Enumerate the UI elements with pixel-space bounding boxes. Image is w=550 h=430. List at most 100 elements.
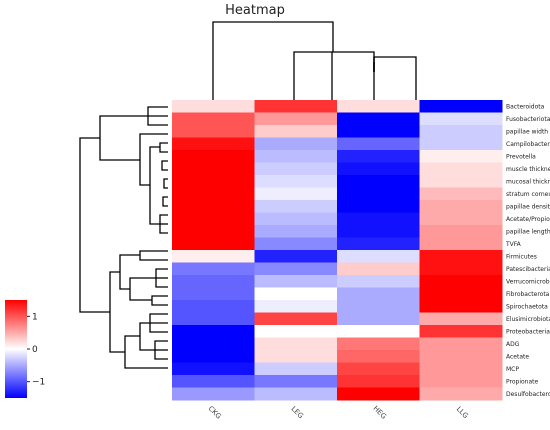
heatmap-cell xyxy=(419,312,503,326)
heatmap-cell xyxy=(419,100,503,113)
heatmap-cell xyxy=(172,112,255,126)
heatmap-cell xyxy=(172,375,255,388)
heatmap-cell xyxy=(254,262,338,276)
heatmap-cell xyxy=(254,100,338,113)
heatmap-cell xyxy=(419,337,503,351)
heatmap-cell xyxy=(419,362,503,376)
column-labels: CKG LEG HEG LLG xyxy=(207,404,470,420)
heatmap-cell xyxy=(419,287,503,301)
heatmap-cell xyxy=(254,312,338,326)
heatmap-cell xyxy=(172,200,255,213)
heatmap-cell xyxy=(254,212,338,226)
row-label: Fusobacteriota xyxy=(506,116,550,123)
heatmap-cell xyxy=(419,112,503,126)
row-label: papillae width xyxy=(506,128,548,135)
heatmap-cell xyxy=(254,200,338,213)
heatmap-cell xyxy=(172,175,255,188)
colorbar-tick-label: 0 xyxy=(32,345,38,355)
heatmap-cell xyxy=(254,287,338,301)
heatmap-cell xyxy=(254,362,338,376)
heatmap-cell xyxy=(172,225,255,238)
heatmap-cell xyxy=(254,187,338,201)
heatmap-cell xyxy=(254,250,338,263)
heatmap-cell xyxy=(254,137,338,151)
heatmap-cell xyxy=(254,175,338,188)
row-label: mucosal thickness xyxy=(506,178,550,185)
heatmap-cell xyxy=(172,275,255,288)
heatmap-cell xyxy=(254,337,338,351)
row-label: Firmicutes xyxy=(506,253,537,260)
heatmap-cell xyxy=(337,187,420,201)
heatmap-cell xyxy=(172,312,255,326)
row-label: Elusimicrobiota xyxy=(506,316,550,323)
heatmap-cell xyxy=(254,112,338,126)
row-label: ADG xyxy=(506,341,520,348)
heatmap-cell xyxy=(337,100,420,113)
heatmap-cell xyxy=(172,337,255,351)
heatmap-cell xyxy=(419,262,503,276)
heatmap-cell xyxy=(337,287,420,301)
heatmap-cell xyxy=(172,100,255,113)
colorbar xyxy=(5,300,27,398)
row-label: papillae density xyxy=(506,203,550,210)
heatmap-cell xyxy=(172,387,255,401)
column-label: LLG xyxy=(455,405,470,420)
heatmap-cell xyxy=(419,162,503,176)
heatmap-cell xyxy=(337,212,420,226)
row-label: Fibrobacterota xyxy=(506,291,550,298)
heatmap-cell xyxy=(337,225,420,238)
heatmap-cell xyxy=(337,350,420,363)
heatmap-cell xyxy=(337,375,420,388)
heatmap-cell xyxy=(172,212,255,226)
row-label: muscle thickness xyxy=(506,166,550,173)
heatmap-cell xyxy=(172,150,255,163)
heatmap-cell xyxy=(254,300,338,313)
row-dendrogram xyxy=(79,106,168,369)
heatmap-cell xyxy=(172,237,255,251)
heatmap-cell xyxy=(419,187,503,201)
heatmap-cell xyxy=(254,125,338,138)
heatmap-cell xyxy=(419,350,503,363)
column-label: CKG xyxy=(207,404,223,420)
row-label: papillae length xyxy=(506,228,550,235)
heatmap-cell xyxy=(337,125,420,138)
heatmap-cell xyxy=(419,212,503,226)
heatmap-cell xyxy=(254,387,338,401)
row-label: stratum corneum xyxy=(506,191,550,198)
heatmap-cell xyxy=(254,275,338,288)
heatmap-cell xyxy=(337,200,420,213)
heatmap-cell xyxy=(419,325,503,338)
colorbar-ticks: −1 0 1 xyxy=(27,312,45,388)
heatmap-cell xyxy=(419,175,503,188)
row-label: Propionate xyxy=(506,378,538,385)
heatmap-cell xyxy=(254,150,338,163)
heatmap-cell xyxy=(419,387,503,401)
column-label: HEG xyxy=(371,404,387,420)
heatmap-cell xyxy=(419,200,503,213)
column-label: LEG xyxy=(289,405,304,420)
heatmap-cell xyxy=(419,237,503,251)
heatmap-cell xyxy=(254,162,338,176)
row-label: Patescibacteria xyxy=(506,266,550,273)
heatmap-cell xyxy=(337,112,420,126)
heatmap-cell xyxy=(337,237,420,251)
heatmap-cell xyxy=(419,300,503,313)
heatmap-cell xyxy=(254,237,338,251)
row-labels: Bacteroidota Fusobacteriota papillae width… xyxy=(505,103,550,398)
heatmap-cell xyxy=(337,362,420,376)
heatmap-cell xyxy=(337,387,420,401)
row-label: Acetate/Propionate xyxy=(506,216,550,223)
row-label: Spirochaetota xyxy=(506,303,548,310)
heatmap-cell xyxy=(419,137,503,151)
heatmap-cell xyxy=(337,250,420,263)
heatmap-cell xyxy=(172,325,255,338)
heatmap-cell xyxy=(337,175,420,188)
row-label: Proteobacteria xyxy=(506,328,550,335)
heatmap-cell xyxy=(254,225,338,238)
heatmap-cell xyxy=(337,275,420,288)
heatmap-cell xyxy=(172,300,255,313)
row-label: Acetate xyxy=(506,353,529,360)
row-label: Verrucomicrobiota xyxy=(506,278,550,285)
heatmap-cell xyxy=(337,137,420,151)
